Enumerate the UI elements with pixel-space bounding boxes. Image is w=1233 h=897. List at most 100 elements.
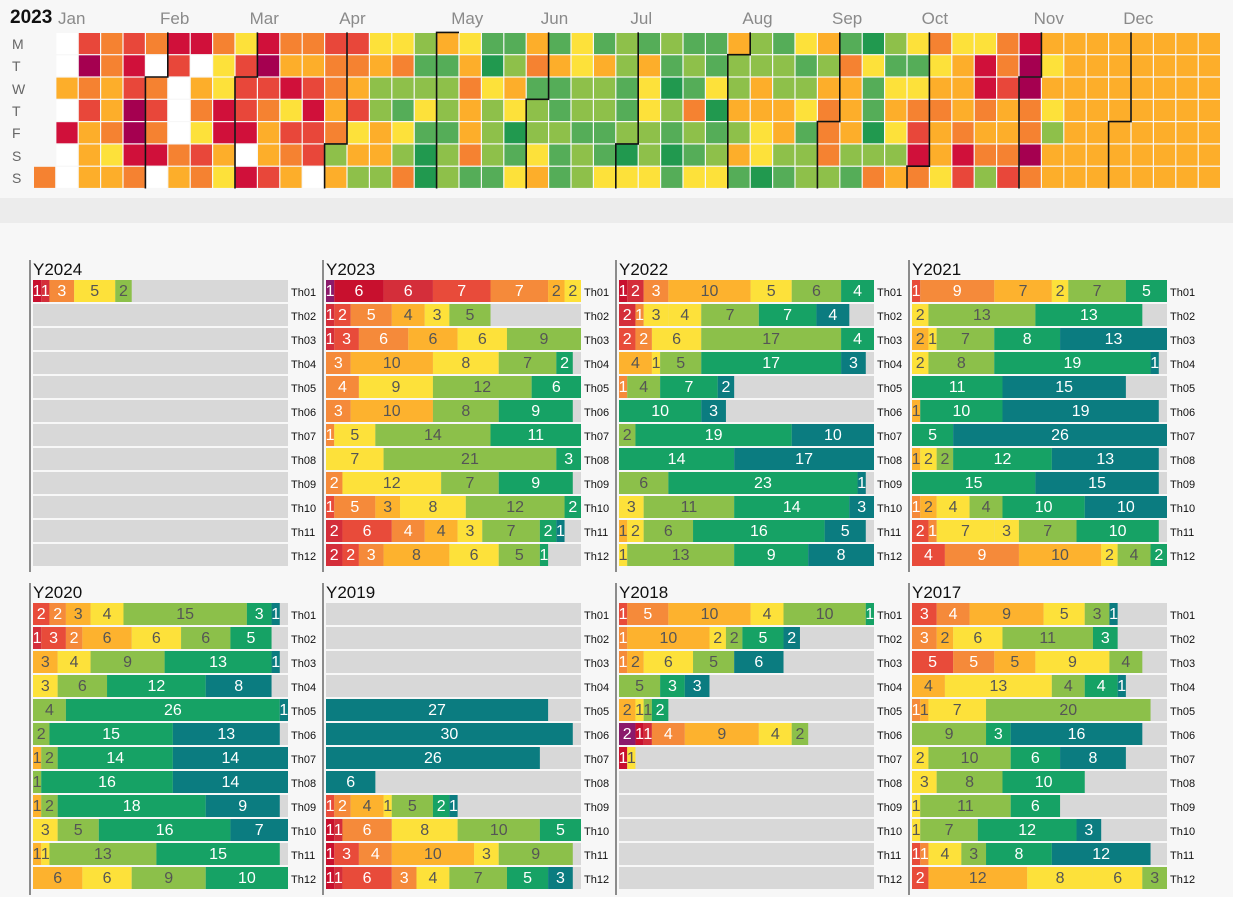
- segment-label: 11: [681, 499, 698, 516]
- month-row-label: Th05: [1170, 383, 1195, 395]
- segment-label: 8: [428, 499, 437, 516]
- calendar-day: [213, 166, 235, 188]
- segment-label: 4: [763, 606, 772, 623]
- calendar-day: [840, 144, 862, 166]
- segment-label: 4: [338, 379, 347, 396]
- calendar-day: [683, 33, 705, 55]
- bar-segment: [1043, 603, 1085, 625]
- calendar-day: [78, 166, 100, 188]
- calendar-day: [78, 55, 100, 77]
- segment-label: 10: [952, 403, 970, 420]
- bar-segment: [627, 651, 644, 673]
- bar-track: [619, 843, 874, 865]
- calendar-day: [280, 77, 302, 99]
- bar-track: [326, 651, 581, 673]
- calendar-day: [818, 144, 840, 166]
- calendar-day: [1064, 99, 1086, 121]
- bar-segment: [326, 472, 343, 494]
- calendar-day: [414, 99, 436, 121]
- bar-track: [33, 496, 288, 518]
- segment-label: 13: [989, 678, 1007, 695]
- month-row-label: Th11: [584, 850, 608, 862]
- bar-segment: [33, 771, 42, 793]
- bar-segment: [627, 747, 636, 769]
- calendar-day: [706, 99, 728, 121]
- segment-label: 5: [635, 678, 644, 695]
- calendar-day: [347, 33, 369, 55]
- bar-segment: [383, 280, 433, 302]
- bar-segment: [1142, 867, 1167, 889]
- bar-segment: [498, 544, 540, 566]
- segment-label: 4: [428, 870, 437, 887]
- segment-label: 1: [326, 798, 335, 815]
- segment-label: 2: [639, 331, 648, 348]
- segment-label: 2: [623, 726, 632, 743]
- month-row-label: Th03: [291, 335, 316, 347]
- bar-segment: [556, 520, 565, 542]
- bar-segment: [457, 819, 540, 841]
- calendar-day: [571, 99, 593, 121]
- bar-segment: [391, 819, 458, 841]
- segment-label: 9: [164, 870, 173, 887]
- segment-label: 13: [1105, 331, 1123, 348]
- bar-segment: [791, 424, 874, 446]
- bar-segment: [668, 280, 751, 302]
- calendar-day: [1176, 55, 1198, 77]
- bar-segment: [912, 603, 937, 625]
- bar-segment: [783, 627, 800, 649]
- bar-segment: [548, 280, 565, 302]
- month-row-label: Th09: [1170, 479, 1195, 491]
- bar-segment: [994, 520, 1019, 542]
- bar-segment: [750, 603, 784, 625]
- month-row-label: Th09: [291, 802, 316, 814]
- month-row-label: Th06: [584, 730, 609, 742]
- bar-segment: [41, 843, 50, 865]
- segment-label: 5: [1142, 283, 1151, 300]
- segment-label: 27: [428, 702, 446, 719]
- segment-label: 4: [1064, 678, 1073, 695]
- segment-label: 7: [726, 307, 735, 324]
- calendar-day: [168, 77, 190, 99]
- calendar-day: [930, 77, 952, 99]
- segment-label: 1: [928, 523, 937, 540]
- segment-label: 1: [326, 499, 335, 516]
- month-row-label: Th11: [877, 527, 901, 539]
- bar-segment: [334, 795, 351, 817]
- calendar-day: [213, 144, 235, 166]
- bar-segment: [1101, 544, 1118, 566]
- bar-track: [619, 771, 874, 793]
- bar-segment: [391, 867, 417, 889]
- segment-label: 5: [841, 523, 850, 540]
- bar-segment: [49, 280, 75, 302]
- month-row-label: Th10: [877, 826, 902, 838]
- segment-label: 7: [474, 870, 483, 887]
- calendar-day: [482, 33, 504, 55]
- bar-segment: [668, 472, 858, 494]
- month-row-label: Th08: [1170, 778, 1195, 790]
- bar-segment: [49, 723, 173, 745]
- segment-label: 1: [912, 846, 921, 863]
- bar-segment: [65, 699, 280, 721]
- bar-segment: [41, 795, 58, 817]
- segment-label: 2: [631, 523, 640, 540]
- calendar-day: [862, 33, 884, 55]
- bar-segment: [449, 304, 491, 326]
- bar-segment: [651, 352, 661, 374]
- segment-label: 1: [33, 774, 42, 791]
- bar-segment: [498, 352, 557, 374]
- calendar-day: [840, 99, 862, 121]
- calendar-day: [885, 166, 907, 188]
- bar-segment: [326, 352, 351, 374]
- calendar-day: [840, 33, 862, 55]
- calendar-day: [661, 77, 683, 99]
- month-row-label: Th10: [1170, 503, 1195, 515]
- calendar-day: [638, 99, 660, 121]
- month-row-label: Th08: [877, 455, 902, 467]
- calendar-day: [235, 99, 257, 121]
- calendar-year: 2023: [10, 7, 53, 28]
- calendar-day: [773, 99, 795, 121]
- bar-segment: [90, 603, 124, 625]
- calendar-day: [616, 77, 638, 99]
- calendar-day: [907, 122, 929, 144]
- calendar-day: [347, 77, 369, 99]
